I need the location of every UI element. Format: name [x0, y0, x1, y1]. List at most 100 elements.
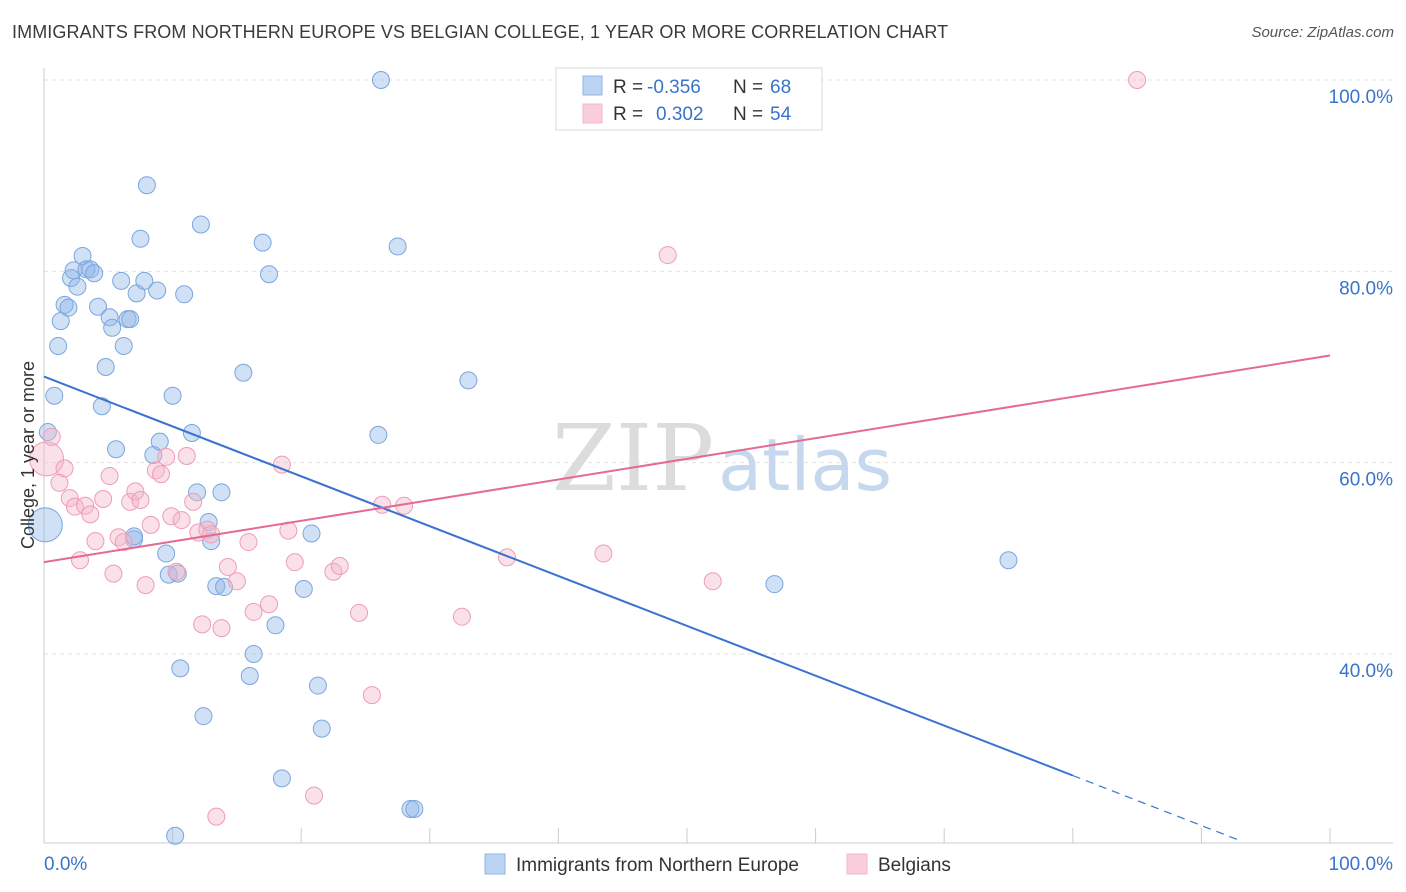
bottom-legend: Immigrants from Northern Europe Belgians: [484, 853, 951, 876]
point-blue-35: [166, 826, 185, 845]
point-blue-56: [302, 524, 321, 543]
y-tick-label-60: 60.0%: [1339, 470, 1393, 491]
point-pink-51: [594, 544, 613, 563]
point-blue-34: [163, 386, 182, 405]
point-blue-51: [253, 233, 272, 252]
point-pink-49: [452, 607, 471, 626]
point-pink-38: [260, 595, 279, 614]
point-blue-59: [369, 425, 388, 444]
point-blue-49: [240, 667, 259, 686]
legend-n-value-1: 68: [770, 77, 791, 98]
point-blue-30: [148, 281, 167, 300]
chart-title: IMMIGRANTS FROM NORTHERN EUROPE VS BELGI…: [12, 22, 949, 42]
point-blue-21: [114, 336, 133, 355]
point-blue-10: [73, 247, 92, 266]
point-pink-33: [212, 619, 231, 638]
x-tick-label-min: 0.0%: [44, 854, 87, 875]
bottom-legend-label-blue: Immigrants from Northern Europe: [516, 855, 799, 876]
trend-line-blue: [43, 375, 1074, 777]
point-pink-32: [207, 807, 226, 826]
y-tick-label-40: 40.0%: [1339, 661, 1393, 682]
point-pink-53: [658, 246, 677, 265]
legend-swatch-blue: [582, 75, 603, 96]
point-pink-19: [141, 515, 160, 534]
axes: [43, 68, 1393, 844]
trend-lines: [43, 354, 1331, 842]
point-blue-15: [92, 397, 111, 416]
bottom-legend-label-pink: Belgians: [878, 855, 951, 876]
point-blue-66: [999, 551, 1018, 570]
legend-swatch-pink: [582, 103, 603, 124]
point-blue-16: [96, 358, 115, 376]
point-pink-29: [193, 615, 212, 634]
point-blue-58: [312, 719, 331, 738]
point-blue-20: [112, 271, 131, 290]
point-pink-36: [239, 533, 258, 552]
point-pink-6: [71, 551, 90, 570]
point-pink-24: [167, 562, 186, 581]
point-blue-18: [103, 318, 122, 337]
point-blue-37: [171, 659, 190, 678]
point-pink-18: [136, 576, 155, 595]
point-pink-7: [76, 496, 95, 515]
point-pink-12: [104, 564, 123, 583]
point-blue-42: [194, 707, 213, 726]
point-blue-46: [212, 483, 231, 502]
point-pink-44: [330, 556, 349, 575]
point-blue-23: [121, 310, 140, 329]
bottom-legend-swatch-pink: [846, 853, 868, 875]
point-blue-45: [207, 577, 226, 596]
point-pink-2: [50, 473, 69, 492]
point-blue-32: [157, 544, 176, 563]
point-blue-3: [49, 336, 68, 355]
point-pink-10: [94, 490, 113, 509]
point-blue-6: [59, 298, 78, 317]
point-blue-61: [388, 237, 407, 256]
point-blue-57: [308, 676, 327, 695]
point-blue-63: [405, 799, 424, 818]
point-pink-27: [184, 492, 203, 511]
legend-r-value-2: 0.302: [656, 104, 704, 125]
point-blue-31: [150, 432, 169, 451]
legend-r-label-1: R =: [613, 77, 643, 98]
point-blue-48: [234, 363, 253, 382]
watermark-atlas: atlas: [718, 423, 892, 507]
stats-legend: R = -0.356 N = 68 R = 0.302 N = 54: [555, 67, 823, 131]
point-pink-50: [497, 548, 516, 567]
source-label: Source: ZipAtlas.com: [1251, 24, 1394, 41]
legend-r-label-2: R =: [613, 104, 643, 125]
point-pink-37: [244, 602, 263, 621]
x-tick-label-max: 100.0%: [1329, 854, 1394, 875]
point-pink-52: [703, 572, 722, 591]
point-blue-28: [137, 176, 156, 195]
point-pink-42: [305, 786, 324, 805]
point-blue-62: [401, 799, 420, 818]
point-blue-13: [85, 264, 104, 283]
point-blue-53: [266, 616, 285, 635]
point-blue-0: [27, 507, 63, 543]
point-blue-14: [89, 297, 108, 316]
point-pink-9: [86, 532, 105, 551]
trend-line-pink: [43, 354, 1331, 564]
point-pink-25: [172, 511, 191, 530]
point-pink-4: [60, 489, 79, 508]
point-pink-17: [131, 490, 150, 509]
point-blue-26: [131, 229, 150, 248]
y-tick-label-100: 100.0%: [1329, 87, 1394, 108]
point-pink-54: [1128, 71, 1147, 89]
point-pink-46: [362, 686, 381, 705]
point-pink-41: [285, 553, 304, 572]
point-pink-11: [100, 467, 119, 486]
point-pink-0: [29, 441, 65, 477]
point-pink-13: [109, 528, 128, 547]
point-pink-22: [157, 447, 176, 466]
point-blue-52: [260, 265, 279, 284]
point-blue-67: [125, 527, 144, 546]
legend-r-value-1: -0.356: [647, 77, 701, 98]
legend-n-label-2: N =: [733, 104, 763, 125]
point-pink-45: [350, 603, 369, 622]
bottom-legend-swatch-blue: [484, 853, 506, 875]
point-pink-5: [65, 497, 84, 516]
point-blue-38: [175, 285, 194, 304]
